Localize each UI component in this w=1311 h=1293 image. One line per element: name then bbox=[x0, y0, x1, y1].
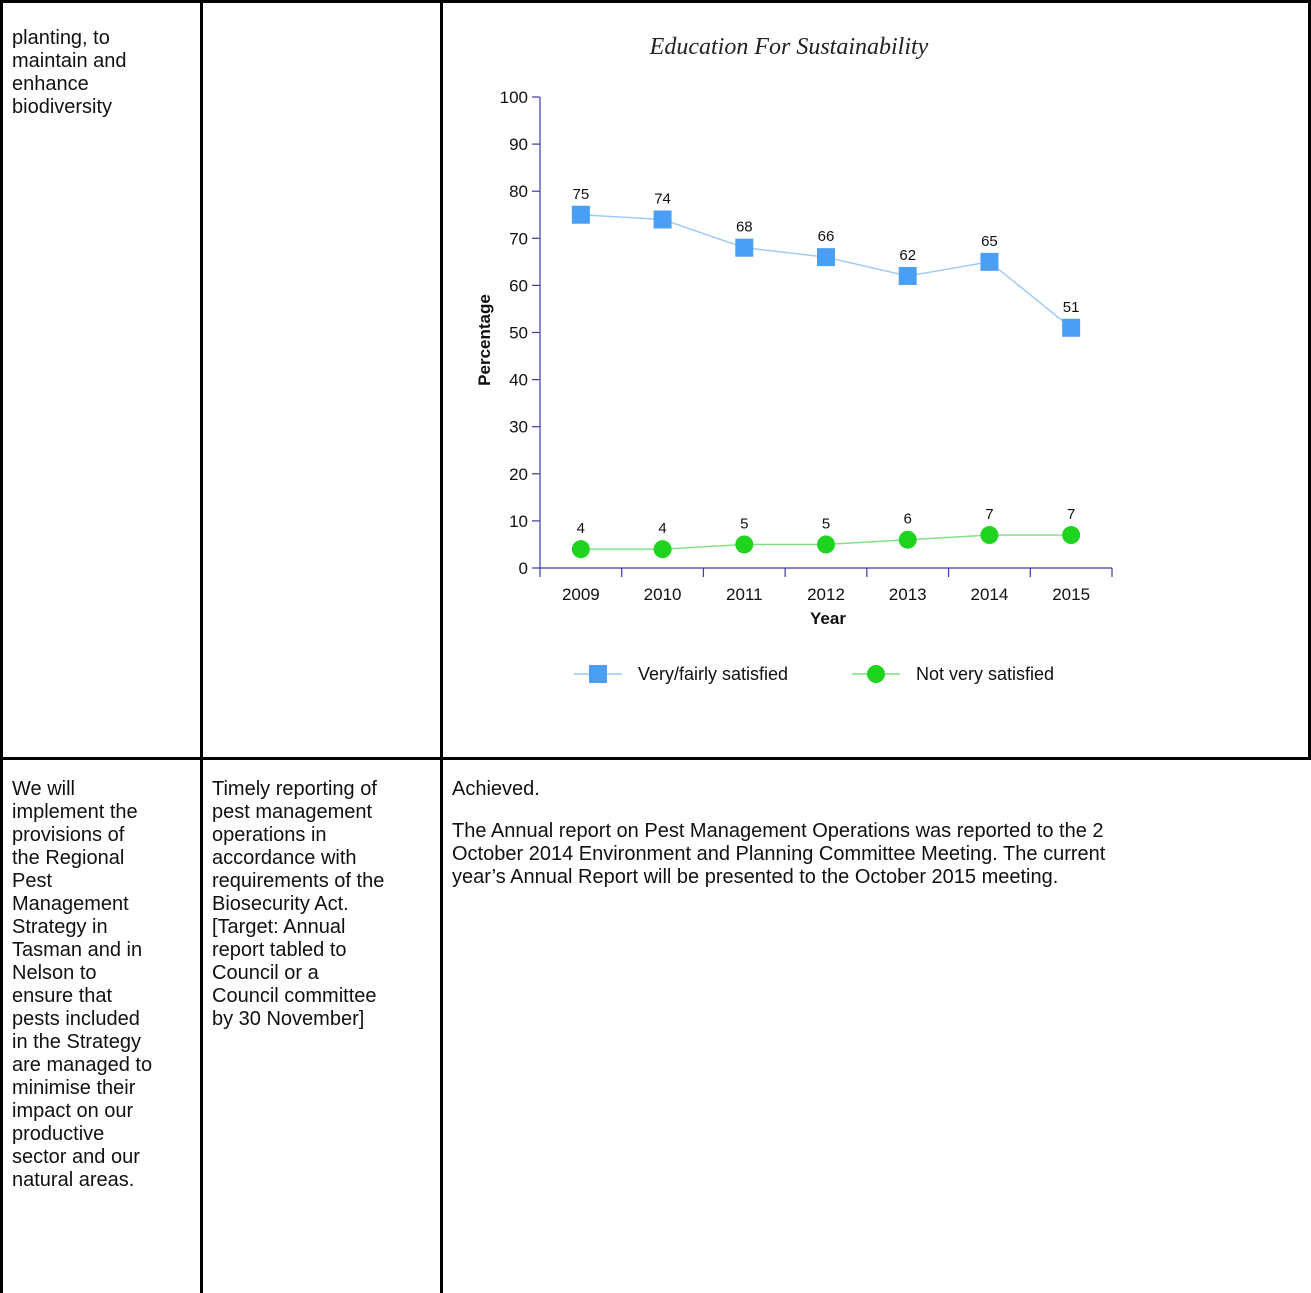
x-tick-label: 2009 bbox=[562, 585, 600, 604]
data-label: 66 bbox=[818, 228, 835, 245]
data-label: 4 bbox=[577, 520, 585, 537]
marker-square bbox=[735, 238, 754, 257]
y-tick-label: 100 bbox=[500, 88, 528, 107]
data-label: 4 bbox=[658, 520, 666, 537]
y-tick-label: 90 bbox=[509, 135, 528, 154]
marker-circle bbox=[571, 540, 590, 559]
row2-measure-text: Timely reporting of pest management oper… bbox=[212, 778, 385, 1030]
table-divider-2 bbox=[440, 0, 443, 1293]
x-tick-label: 2014 bbox=[971, 585, 1009, 604]
x-tick-label: 2013 bbox=[889, 585, 927, 604]
y-tick-label: 20 bbox=[509, 465, 528, 484]
y-tick-label: 0 bbox=[519, 559, 528, 578]
row2-result-paragraph: The Annual report on Pest Management Ope… bbox=[452, 820, 1106, 888]
marker-square bbox=[898, 266, 917, 285]
data-label: 51 bbox=[1063, 299, 1080, 316]
legend-marker-square bbox=[589, 665, 607, 683]
chart-markers bbox=[571, 205, 1081, 559]
chart-legend: Very/fairly satisfied Not very satisfied bbox=[574, 664, 1054, 684]
x-tick-label: 2011 bbox=[726, 585, 763, 604]
y-tick-label: 70 bbox=[509, 229, 528, 248]
row1-objective-text: planting, to maintain and enhance biodiv… bbox=[12, 27, 127, 118]
x-tick-label: 2010 bbox=[644, 585, 682, 604]
row2-objective-text: We will implement the provisions of the … bbox=[12, 778, 153, 1191]
y-tick-label: 60 bbox=[509, 276, 528, 295]
x-tick-label: 2015 bbox=[1052, 585, 1090, 604]
chart-axes: 0 10 20 30 40 50 60 70 80 90 100 2009 2010 2011 2012 20… bbox=[500, 88, 1113, 604]
marker-square bbox=[653, 210, 672, 229]
marker-circle bbox=[980, 526, 999, 545]
x-axis-label: Year bbox=[810, 609, 846, 628]
table-border-top bbox=[0, 0, 1311, 3]
x-tick-label: 2012 bbox=[807, 585, 845, 604]
y-tick-label: 80 bbox=[509, 182, 528, 201]
data-label: 7 bbox=[1067, 506, 1075, 523]
data-label: 5 bbox=[740, 515, 748, 532]
row2-status-text: Achieved. bbox=[452, 778, 540, 800]
marker-square bbox=[1062, 318, 1081, 337]
y-axis-label: Percentage bbox=[475, 294, 494, 386]
y-tick-label: 50 bbox=[509, 324, 528, 343]
data-label: 68 bbox=[736, 219, 753, 236]
table-divider-1 bbox=[200, 0, 203, 1293]
data-labels: 75 74 68 66 62 65 51 4 4 5 5 6 7 7 bbox=[573, 186, 1080, 537]
marker-circle bbox=[653, 540, 672, 559]
marker-circle bbox=[1062, 526, 1081, 545]
table-border-right bbox=[1308, 0, 1311, 760]
education-sustainability-chart: Education For Sustainability 0 10 20 30 40 50… bbox=[475, 34, 1113, 684]
marker-square bbox=[817, 248, 835, 267]
table-row-divider bbox=[0, 757, 1311, 760]
y-tick-label: 10 bbox=[509, 512, 528, 531]
marker-circle bbox=[735, 535, 754, 554]
legend-label: Not very satisfied bbox=[916, 664, 1054, 684]
table-border-left bbox=[0, 0, 3, 1293]
legend-marker-circle bbox=[867, 665, 885, 683]
marker-circle bbox=[898, 530, 917, 549]
y-tick-label: 30 bbox=[509, 418, 528, 437]
data-label: 6 bbox=[904, 511, 912, 528]
data-label: 75 bbox=[573, 186, 590, 203]
marker-square bbox=[571, 205, 590, 224]
data-label: 7 bbox=[985, 506, 993, 523]
marker-square bbox=[980, 252, 999, 271]
data-label: 5 bbox=[822, 515, 830, 532]
data-label: 65 bbox=[981, 233, 998, 250]
data-label: 74 bbox=[654, 190, 671, 207]
data-label: 62 bbox=[899, 247, 916, 264]
legend-label: Very/fairly satisfied bbox=[638, 664, 788, 684]
chart-title: Education For Sustainability bbox=[649, 34, 929, 60]
marker-circle bbox=[817, 535, 835, 554]
y-tick-label: 40 bbox=[509, 371, 528, 390]
